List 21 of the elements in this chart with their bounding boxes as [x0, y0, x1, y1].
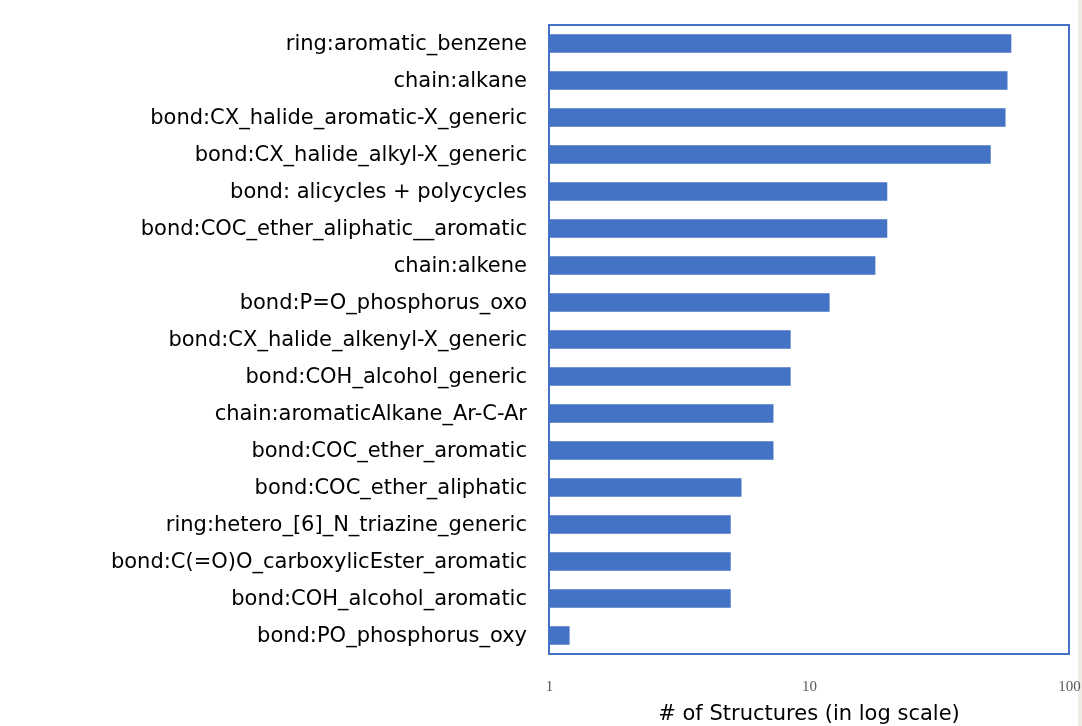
y-tick-label: ring:hetero_[6]_N_triazine_generic — [165, 512, 527, 538]
y-tick-label: bond:COC_ether_aliphatic__aromatic — [140, 216, 527, 242]
y-tick-label: bond:CX_halide_aromatic-X_generic — [150, 105, 527, 131]
y-tick-label: bond:P=O_phosphorus_oxo — [239, 290, 527, 316]
y-tick-label: bond:CX_halide_alkyl-X_generic — [194, 142, 527, 168]
y-tick-label: ring:aromatic_benzene — [285, 31, 527, 57]
y-tick-label: chain:alkene — [393, 253, 527, 278]
y-tick-label: bond:COC_ether_aromatic — [251, 438, 527, 464]
y-tick-label: bond:COC_ether_aliphatic — [254, 475, 527, 501]
x-tick-label: 10 — [802, 677, 817, 694]
y-tick-label: bond:CX_halide_alkenyl-X_generic — [168, 327, 527, 353]
y-tick-label: bond: alicycles + polycycles — [230, 179, 527, 204]
y-tick-label: chain:alkane — [393, 68, 527, 93]
y-tick-label: bond:COH_alcohol_aromatic — [231, 586, 527, 612]
y-tick-label: chain:aromaticAlkane_Ar-C-Ar — [214, 401, 528, 427]
x-axis-title: # of Structures (in log scale) — [658, 701, 960, 725]
y-tick-label: bond:PO_phosphorus_oxy — [257, 623, 527, 649]
y-tick-label: bond:COH_alcohol_generic — [245, 364, 527, 390]
x-tick-label: 100 — [1058, 677, 1081, 694]
y-tick-label: bond:C(=O)O_carboxylicEster_aromatic — [110, 549, 527, 575]
x-tick-label: 1 — [545, 677, 554, 694]
